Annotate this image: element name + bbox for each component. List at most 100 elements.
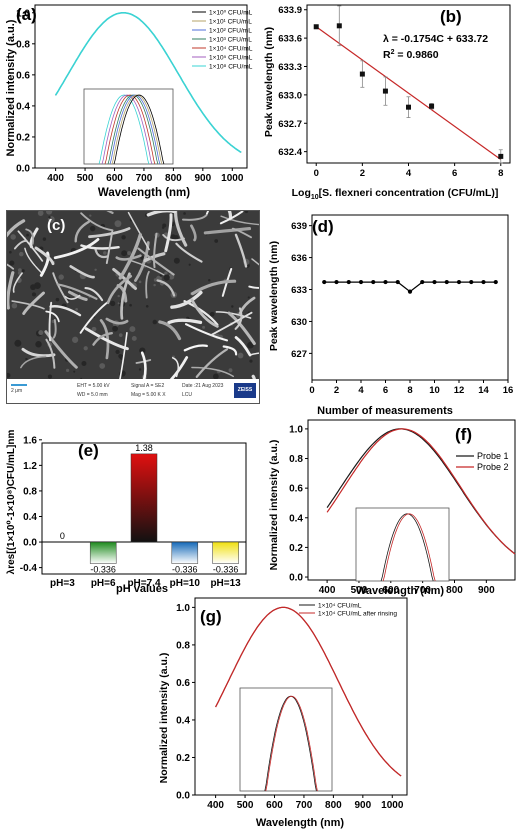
sem-mag: Mag = 5.00 K X	[131, 392, 166, 398]
sem-signal: Signal A = SE2	[131, 383, 165, 389]
x-tick-label: 600	[382, 585, 399, 596]
sem-fiber	[234, 233, 248, 268]
sem-fiber	[80, 244, 120, 250]
x-tick-label: 700	[414, 585, 431, 596]
plot-frame	[34, 4, 248, 169]
inset-frame	[239, 687, 333, 792]
sem-speck	[127, 251, 132, 256]
measurement-point	[456, 279, 462, 285]
x-tick-label: 700	[136, 173, 153, 184]
y-tick-label: 0.0	[289, 573, 303, 584]
panel-b-tag: (b)	[440, 7, 462, 26]
sem-fiber	[21, 347, 56, 358]
sem-speck	[109, 300, 116, 307]
sem-fiber	[48, 301, 53, 342]
bar-3	[171, 541, 199, 564]
sem-speck	[129, 326, 136, 333]
x-tick-label: 0	[314, 168, 319, 179]
x-tick-label: pH=7.4	[127, 578, 161, 589]
y-tick-label: 633	[291, 285, 307, 296]
sem-speck	[35, 341, 42, 348]
x-tick-label: 900	[354, 800, 371, 811]
x-tick-label: 6	[383, 385, 388, 396]
sem-fiber	[190, 224, 197, 242]
sem-speck	[247, 296, 250, 299]
sem-fiber	[7, 271, 15, 310]
bar-value-label: -0.336	[213, 565, 239, 575]
sem-speck	[66, 368, 70, 372]
sem-fiber	[12, 272, 23, 293]
y-tick-label: 633.6	[278, 34, 302, 45]
sem-speck	[188, 263, 191, 266]
sem-fiber	[84, 287, 104, 302]
sem-fiber	[145, 270, 150, 299]
sem-fiber	[106, 274, 133, 305]
sem-speck	[47, 374, 53, 379]
x-tick-label: 400	[207, 800, 224, 811]
sem-speck	[83, 346, 88, 351]
sem-speck	[73, 370, 76, 373]
x-tick-label: 12	[454, 385, 465, 396]
sem-speck	[26, 233, 29, 237]
bar-value-label: 0	[60, 531, 65, 541]
sem-speck	[214, 239, 219, 243]
sem-speck	[183, 212, 186, 215]
legend-label-a-0: 1×10⁰ CFU/mL	[209, 10, 253, 17]
x-tick-label: 8	[407, 385, 412, 396]
sem-speck	[21, 269, 25, 273]
plot-frame	[311, 214, 509, 381]
sem-speck	[75, 308, 78, 311]
sem-fiber	[210, 311, 253, 337]
sem-fiber	[231, 227, 252, 239]
sem-fiber	[64, 294, 81, 300]
legend-label-a-4: 1×10⁴ CFU/mL	[209, 46, 253, 53]
sem-speck	[112, 325, 118, 332]
sem-fiber	[251, 258, 259, 266]
sem-speck	[31, 292, 37, 297]
sem-speck	[55, 297, 60, 302]
y-tick-label: 633.3	[278, 62, 302, 73]
legend-label-a-6: 1×10⁸ CFU/mL	[209, 64, 253, 71]
sem-speck	[48, 216, 51, 219]
sem-speck	[140, 256, 145, 260]
x-tick-label: 10	[429, 385, 440, 396]
data-point	[359, 71, 365, 77]
legend-label-a-2: 1×10² CFU/mL	[209, 28, 252, 35]
sem-fiber	[169, 356, 189, 379]
x-tick-label: 400	[319, 585, 336, 596]
x-tick-label: 700	[296, 800, 313, 811]
sem-speck	[115, 349, 120, 354]
y-tick-label: 632.4	[278, 147, 302, 158]
sem-fiber	[115, 254, 142, 261]
sem-speck	[138, 368, 142, 371]
sem-speck	[9, 250, 12, 254]
sem-speck	[249, 359, 253, 363]
sem-fiber	[164, 213, 173, 253]
y-tick-label: 630	[291, 317, 307, 328]
x-tick-label: pH=10	[170, 578, 201, 589]
sem-fibers	[7, 211, 259, 379]
data-point	[406, 104, 411, 110]
sem-fiber	[135, 359, 152, 364]
sem-fiber	[99, 319, 110, 360]
sem-fiber	[49, 305, 82, 317]
y-tick-label: 0.0	[16, 164, 30, 175]
sem-speck	[58, 274, 64, 280]
panel-a-inset	[83, 88, 174, 165]
sem-speck	[131, 335, 137, 341]
sem-speck	[17, 268, 22, 272]
panel-b-plot	[313, 5, 504, 164]
sem-speck	[103, 251, 107, 255]
sem-speck	[145, 304, 149, 308]
sem-speck	[37, 211, 44, 217]
panel-a-tag: (a)	[16, 5, 37, 24]
y-tick-label: 0.0	[176, 791, 190, 802]
sem-speck	[117, 294, 120, 298]
sem-speck	[71, 336, 79, 343]
sem-speck	[129, 303, 132, 307]
y-tick-label: -0.4	[20, 563, 38, 574]
sem-speck	[114, 220, 122, 228]
sem-fiber	[222, 345, 238, 356]
x-tick-label: 2	[360, 168, 365, 179]
y-tick-label: 0.8	[289, 454, 303, 465]
